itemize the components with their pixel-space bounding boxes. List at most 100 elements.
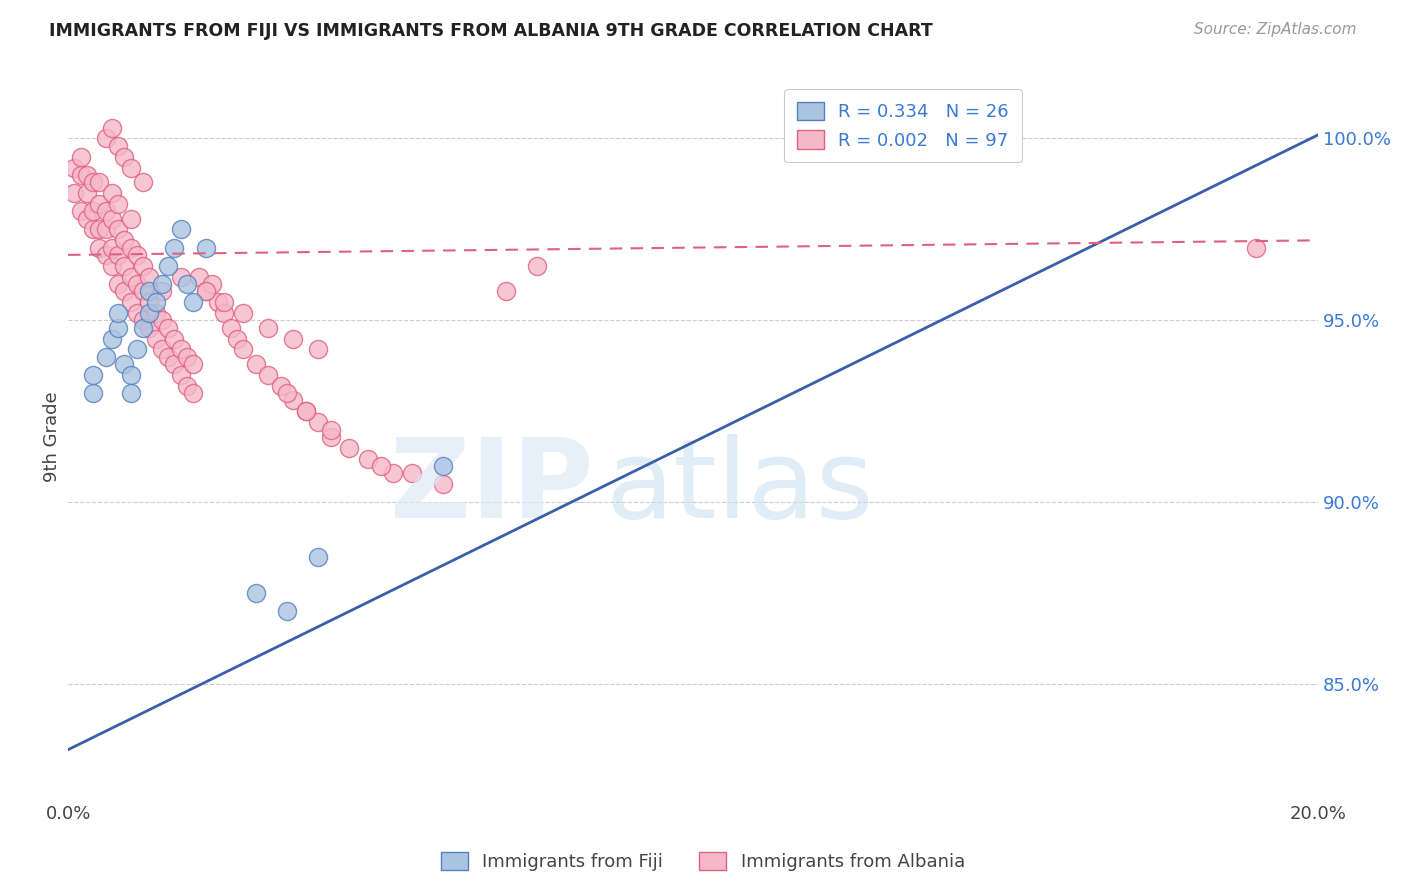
Point [145, 332, 167, 346]
Point [101, 186, 124, 200]
Point [169, 269, 191, 284]
Point [232, 306, 254, 320]
Point [138, 285, 160, 299]
Point [294, 404, 316, 418]
Point [82, 222, 104, 236]
Point [270, 379, 292, 393]
Point [176, 277, 198, 291]
Point [281, 393, 304, 408]
Point [194, 285, 217, 299]
Point [107, 248, 129, 262]
Point [432, 458, 454, 473]
Point [89, 241, 111, 255]
Point [101, 120, 124, 135]
Point [245, 586, 267, 600]
Point [94, 248, 117, 262]
Point [120, 269, 142, 284]
Point [214, 295, 236, 310]
Point [132, 175, 155, 189]
Point [276, 386, 298, 401]
Point [125, 343, 148, 357]
Point [169, 343, 191, 357]
Point [125, 277, 148, 291]
Point [157, 320, 180, 334]
Point [63, 161, 86, 175]
Point [101, 259, 124, 273]
Point [307, 415, 329, 429]
Text: ZIP: ZIP [389, 434, 593, 541]
Point [132, 259, 155, 273]
Point [120, 241, 142, 255]
Point [138, 320, 160, 334]
Point [138, 269, 160, 284]
Point [138, 306, 160, 320]
Point [138, 295, 160, 310]
Point [82, 204, 104, 219]
Point [163, 241, 186, 255]
Point [120, 211, 142, 226]
Point [194, 285, 217, 299]
Point [319, 430, 342, 444]
Point [76, 211, 98, 226]
Point [357, 451, 380, 466]
Point [495, 285, 517, 299]
Point [89, 175, 111, 189]
Point [89, 197, 111, 211]
Point [132, 320, 155, 334]
Point [932, 120, 955, 135]
Point [125, 248, 148, 262]
Point [432, 477, 454, 491]
Point [101, 332, 124, 346]
Point [319, 423, 342, 437]
Point [176, 379, 198, 393]
Point [145, 306, 167, 320]
Point [257, 320, 280, 334]
Point [132, 285, 155, 299]
Point [181, 386, 204, 401]
Point [69, 150, 91, 164]
Point [107, 306, 129, 320]
Point [101, 241, 124, 255]
Point [157, 259, 180, 273]
Point [382, 466, 405, 480]
Point [82, 368, 104, 382]
Point [150, 277, 173, 291]
Point [94, 222, 117, 236]
Point [150, 313, 173, 327]
Point [188, 269, 211, 284]
Point [245, 357, 267, 371]
Point [163, 357, 186, 371]
Point [1244, 241, 1267, 255]
Point [112, 150, 135, 164]
Point [112, 285, 135, 299]
Point [125, 306, 148, 320]
Point [107, 320, 129, 334]
Point [120, 386, 142, 401]
Point [94, 350, 117, 364]
Point [370, 458, 392, 473]
Text: IMMIGRANTS FROM FIJI VS IMMIGRANTS FROM ALBANIA 9TH GRADE CORRELATION CHART: IMMIGRANTS FROM FIJI VS IMMIGRANTS FROM … [49, 22, 934, 40]
Point [107, 138, 129, 153]
Point [207, 295, 229, 310]
Legend: Immigrants from Fiji, Immigrants from Albania: Immigrants from Fiji, Immigrants from Al… [433, 845, 973, 879]
Point [76, 168, 98, 182]
Point [107, 222, 129, 236]
Point [163, 332, 186, 346]
Point [107, 277, 129, 291]
Point [225, 332, 247, 346]
Point [294, 404, 316, 418]
Point [120, 295, 142, 310]
Point [69, 168, 91, 182]
Text: atlas: atlas [606, 434, 875, 541]
Point [169, 368, 191, 382]
Point [219, 320, 242, 334]
Point [214, 306, 236, 320]
Point [181, 357, 204, 371]
Point [194, 241, 217, 255]
Point [337, 441, 360, 455]
Legend: R = 0.334   N = 26, R = 0.002   N = 97: R = 0.334 N = 26, R = 0.002 N = 97 [785, 89, 1022, 162]
Point [169, 222, 191, 236]
Y-axis label: 9th Grade: 9th Grade [44, 392, 60, 482]
Point [526, 259, 548, 273]
Point [82, 386, 104, 401]
